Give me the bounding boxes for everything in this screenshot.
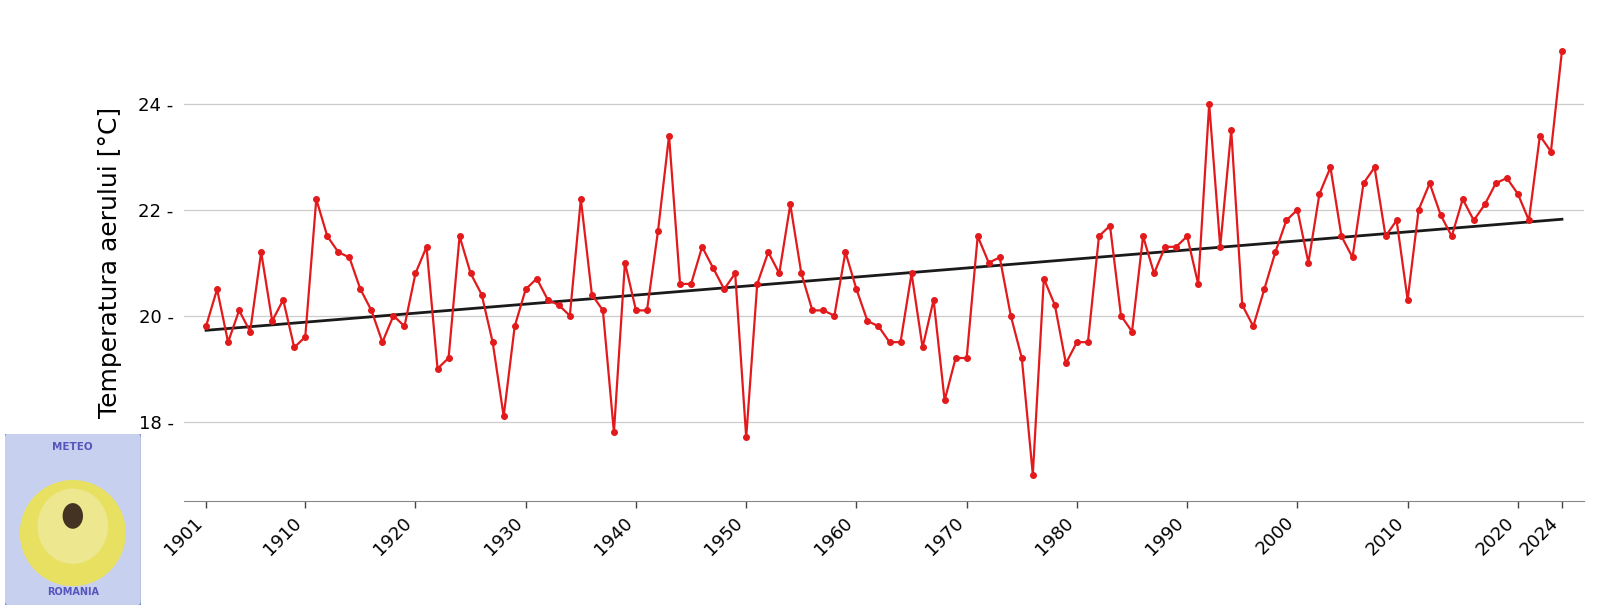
FancyBboxPatch shape [3,432,142,607]
Circle shape [62,503,83,529]
Y-axis label: Temperatura aerului [°C]: Temperatura aerului [°C] [98,107,122,419]
Text: METEO: METEO [53,442,93,452]
Ellipse shape [19,480,126,586]
Ellipse shape [37,489,109,564]
Text: ROMANIA: ROMANIA [46,587,99,597]
